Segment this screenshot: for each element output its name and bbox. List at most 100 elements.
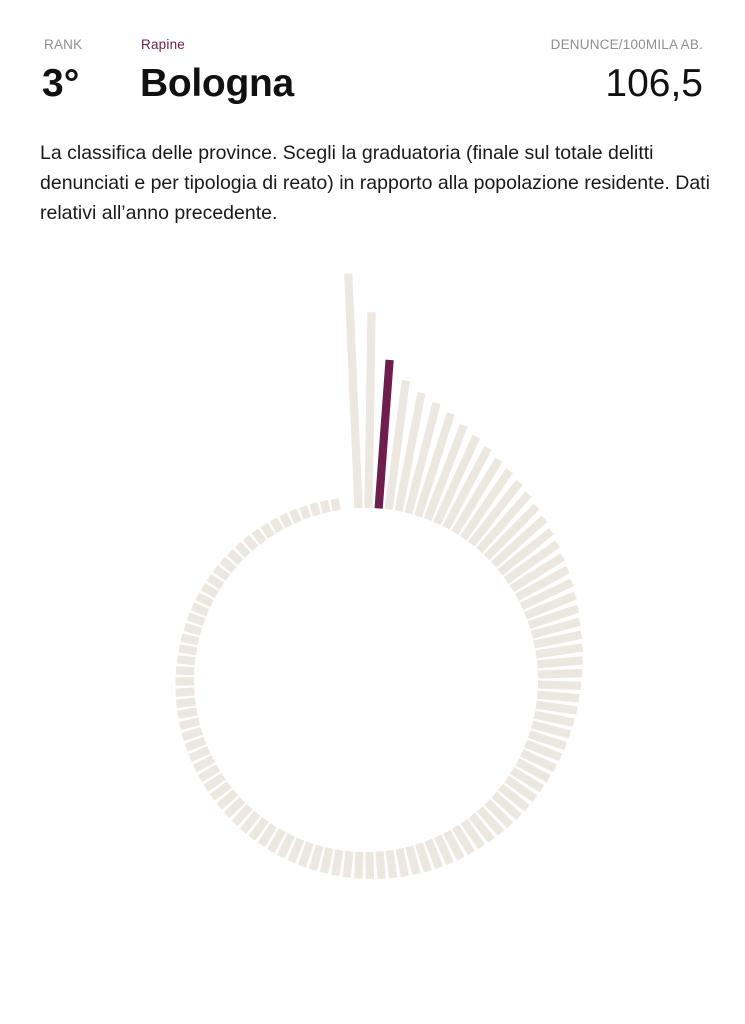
bar-15[interactable] — [483, 503, 540, 561]
bar-94[interactable] — [219, 556, 237, 573]
bar-23[interactable] — [527, 604, 580, 629]
bar-41[interactable] — [491, 791, 522, 820]
bar-1[interactable] — [344, 273, 363, 509]
bar-104[interactable] — [309, 502, 321, 517]
bar-105[interactable] — [319, 499, 331, 514]
bar-36[interactable] — [520, 749, 557, 773]
bar-5[interactable] — [394, 392, 426, 512]
bar-49[interactable] — [424, 838, 443, 870]
bar-12[interactable] — [459, 468, 513, 541]
bar-20[interactable] — [514, 565, 570, 602]
bar-54[interactable] — [375, 851, 386, 879]
bar-26[interactable] — [535, 643, 584, 659]
bar-97[interactable] — [242, 534, 259, 552]
bar-28[interactable] — [537, 669, 583, 679]
bar-59[interactable] — [319, 847, 334, 874]
bar-43[interactable] — [476, 806, 505, 836]
bar-17[interactable] — [497, 527, 554, 576]
bar-67[interactable] — [239, 810, 261, 834]
bar-83[interactable] — [175, 666, 195, 676]
bar-19[interactable] — [509, 553, 565, 593]
bar-21[interactable] — [519, 578, 574, 611]
bar-39[interactable] — [504, 775, 538, 803]
bar-37[interactable] — [515, 758, 551, 783]
bar-13[interactable] — [468, 479, 523, 547]
bar-34[interactable] — [527, 730, 567, 751]
bar-93[interactable] — [212, 565, 231, 582]
bar-53[interactable] — [385, 849, 398, 879]
bar-58[interactable] — [331, 849, 344, 876]
bar-56[interactable] — [354, 851, 364, 879]
bar-90[interactable] — [195, 592, 214, 608]
bar-85[interactable] — [178, 644, 198, 656]
bar-16[interactable] — [490, 515, 548, 568]
bar-87[interactable] — [183, 622, 203, 636]
bar-18[interactable] — [503, 540, 560, 584]
bar-65[interactable] — [257, 822, 278, 848]
bar-78[interactable] — [179, 717, 201, 730]
bar-106[interactable] — [330, 498, 341, 512]
bar-45[interactable] — [460, 819, 486, 850]
bar-72[interactable] — [203, 772, 226, 792]
bar-2[interactable] — [364, 312, 376, 509]
bar-79[interactable] — [177, 707, 198, 720]
bar-32[interactable] — [533, 710, 575, 727]
bar-33[interactable] — [531, 720, 572, 739]
bar-25[interactable] — [533, 630, 583, 649]
bar-10[interactable] — [442, 445, 492, 530]
bar-98[interactable] — [251, 528, 267, 545]
bar-89[interactable] — [190, 602, 210, 617]
bar-22[interactable] — [523, 591, 577, 620]
bar-70[interactable] — [216, 789, 239, 810]
bar-75[interactable] — [188, 746, 211, 762]
bar-24[interactable] — [530, 617, 581, 639]
bar-29[interactable] — [537, 680, 582, 690]
bar-76[interactable] — [184, 736, 207, 752]
bar-95[interactable] — [226, 549, 244, 566]
bar-80[interactable] — [175, 697, 196, 708]
bar-84[interactable] — [176, 655, 196, 666]
bar-27[interactable] — [536, 656, 583, 669]
bar-88[interactable] — [186, 612, 206, 626]
bar-63[interactable] — [277, 833, 296, 859]
bar-62[interactable] — [287, 837, 305, 864]
bar-42[interactable] — [484, 799, 514, 829]
bar-99[interactable] — [260, 522, 275, 539]
bar-51[interactable] — [405, 845, 421, 876]
bar-52[interactable] — [395, 847, 409, 878]
bar-101[interactable] — [279, 512, 293, 529]
bar-102[interactable] — [289, 508, 302, 524]
bar-4[interactable] — [384, 380, 410, 511]
bar-86[interactable] — [180, 633, 200, 646]
bar-55[interactable] — [365, 851, 375, 879]
bar-40[interactable] — [498, 783, 530, 812]
bar-48[interactable] — [434, 834, 454, 866]
bar-61[interactable] — [298, 841, 314, 868]
bar-100[interactable] — [269, 517, 284, 534]
bar-74[interactable] — [192, 755, 216, 773]
bar-82[interactable] — [175, 677, 195, 686]
bar-50[interactable] — [415, 842, 432, 873]
bar-47[interactable] — [443, 829, 465, 861]
bar-38[interactable] — [510, 767, 545, 793]
bar-96[interactable] — [234, 541, 251, 558]
bar-60[interactable] — [308, 844, 324, 871]
bar-57[interactable] — [342, 850, 354, 878]
bar-44[interactable] — [468, 812, 495, 843]
bar-64[interactable] — [267, 828, 286, 853]
bar-71[interactable] — [209, 781, 232, 801]
bar-31[interactable] — [535, 700, 578, 715]
category-label[interactable]: Rapine — [141, 37, 185, 52]
bar-8[interactable] — [423, 423, 468, 521]
bar-103[interactable] — [299, 505, 312, 520]
bar-35[interactable] — [524, 739, 563, 762]
bar-46[interactable] — [452, 824, 475, 856]
bar-9[interactable] — [433, 434, 480, 526]
bar-7[interactable] — [414, 412, 455, 518]
bar-77[interactable] — [181, 727, 203, 741]
bar-14[interactable] — [476, 491, 532, 554]
bar-11[interactable] — [451, 457, 503, 535]
bar-91[interactable] — [200, 583, 219, 599]
bar-92[interactable] — [206, 574, 225, 590]
